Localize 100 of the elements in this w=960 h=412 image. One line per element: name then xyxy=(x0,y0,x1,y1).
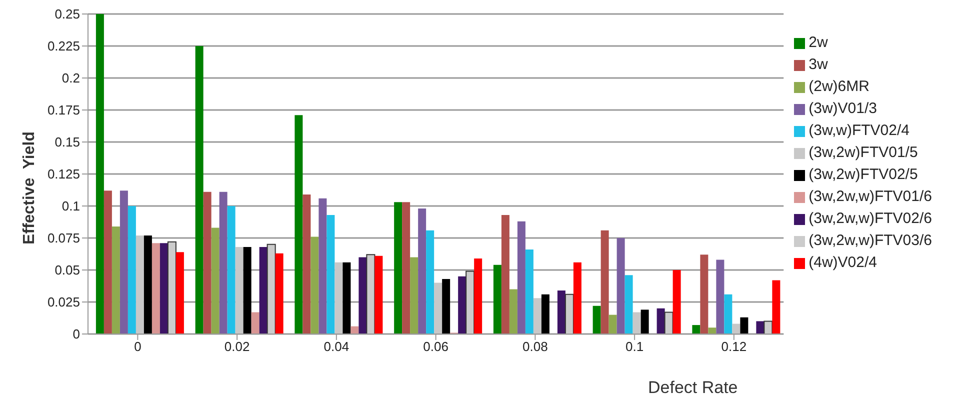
bar xyxy=(136,235,144,334)
bar xyxy=(772,280,780,334)
bar xyxy=(251,312,260,334)
bar xyxy=(235,246,244,334)
x-tick-label: 0.08 xyxy=(522,339,548,354)
y-tick-label: 0.25 xyxy=(54,6,80,22)
bar xyxy=(275,253,284,334)
bar xyxy=(402,202,410,334)
y-tick-label: 0.15 xyxy=(54,134,80,150)
bar xyxy=(112,226,120,334)
legend-label: 3w xyxy=(808,56,828,73)
bar xyxy=(167,241,176,334)
bar xyxy=(541,294,550,334)
bar xyxy=(573,262,582,334)
y-tick-label: 0.125 xyxy=(47,166,80,182)
bar xyxy=(426,230,434,334)
bar xyxy=(128,206,136,334)
bar xyxy=(732,324,740,334)
legend-label: (3w)V01/3 xyxy=(808,100,877,117)
bar xyxy=(708,328,716,334)
bar xyxy=(756,321,764,334)
bar xyxy=(616,238,625,334)
bar xyxy=(310,236,319,334)
bar xyxy=(434,282,442,334)
bar xyxy=(211,228,220,334)
x-tick-label: 0.04 xyxy=(324,339,350,354)
bar xyxy=(243,246,252,334)
bar xyxy=(740,317,748,334)
x-axis-title: Defect Rate xyxy=(648,378,738,398)
bar xyxy=(144,235,152,334)
x-tick-label: 0.02 xyxy=(224,339,250,354)
bar xyxy=(326,214,335,334)
bar xyxy=(342,262,351,334)
bar xyxy=(533,298,542,334)
bar xyxy=(672,270,681,334)
bar xyxy=(374,256,383,334)
bar xyxy=(259,246,268,334)
x-tick-label: 0.12 xyxy=(721,339,747,354)
y-tick-label: 0.225 xyxy=(47,38,80,54)
legend-label: (3w,2w)FTV02/5 xyxy=(808,166,918,183)
bar xyxy=(592,306,601,334)
y-tick-label: 0.2 xyxy=(62,70,80,86)
bar xyxy=(104,190,112,334)
legend-label: (3w,2w,w)FTV01/6 xyxy=(808,188,932,205)
bar xyxy=(203,192,212,334)
bar xyxy=(474,258,482,334)
legend-label: (3w,2w,w)FTV03/6 xyxy=(808,232,932,249)
bar xyxy=(640,310,649,334)
y-tick-label: 0.075 xyxy=(47,230,80,246)
bar xyxy=(624,275,633,334)
bar xyxy=(334,262,343,334)
legend-label: (3w,2w,w)FTV02/6 xyxy=(808,210,932,227)
legend-label: (3w,2w)FTV01/5 xyxy=(808,144,918,161)
bar xyxy=(716,260,724,334)
bar xyxy=(176,252,184,334)
bar xyxy=(692,325,700,334)
bar xyxy=(366,254,376,334)
y-tick-label: 0.175 xyxy=(47,102,80,118)
bar xyxy=(294,115,303,334)
y-tick-label: 0.025 xyxy=(47,294,80,310)
bar xyxy=(724,294,732,334)
bar xyxy=(350,326,359,334)
bar xyxy=(557,290,566,334)
bar xyxy=(664,312,674,334)
bar xyxy=(600,230,609,334)
bar xyxy=(501,214,510,334)
bar xyxy=(418,208,426,334)
bar xyxy=(525,250,534,334)
bar xyxy=(493,264,502,334)
bar xyxy=(509,289,518,334)
bar xyxy=(564,294,574,334)
bar xyxy=(227,206,236,334)
x-tick-label: 0 xyxy=(134,339,142,354)
legend-label: 2w xyxy=(808,34,828,51)
bar xyxy=(700,254,708,334)
bar xyxy=(458,276,466,334)
y-tick-label: 0.1 xyxy=(62,198,80,214)
bar xyxy=(266,244,276,334)
legend-label: (4w)V02/4 xyxy=(808,254,877,271)
bar xyxy=(394,202,402,334)
bar xyxy=(608,314,617,334)
bar xyxy=(120,190,128,334)
bar xyxy=(764,320,773,334)
bar xyxy=(410,257,418,334)
legend-label: (3w,w)FTV02/4 xyxy=(808,122,910,139)
bar xyxy=(517,221,526,334)
y-axis-title: Effective Yield xyxy=(21,132,39,244)
x-tick-label: 0.1 xyxy=(626,339,644,354)
bar xyxy=(195,46,204,334)
y-tick-label: 0.05 xyxy=(54,262,80,278)
legend-label: (2w)6MR xyxy=(808,78,870,95)
bar xyxy=(466,270,475,334)
x-tick-label: 0.06 xyxy=(423,339,448,354)
bar xyxy=(656,308,665,334)
y-tick-label: 0 xyxy=(72,326,80,342)
bar xyxy=(632,312,641,334)
bar xyxy=(318,198,327,334)
bar xyxy=(442,278,450,334)
bar xyxy=(358,257,367,334)
bar xyxy=(219,192,228,334)
